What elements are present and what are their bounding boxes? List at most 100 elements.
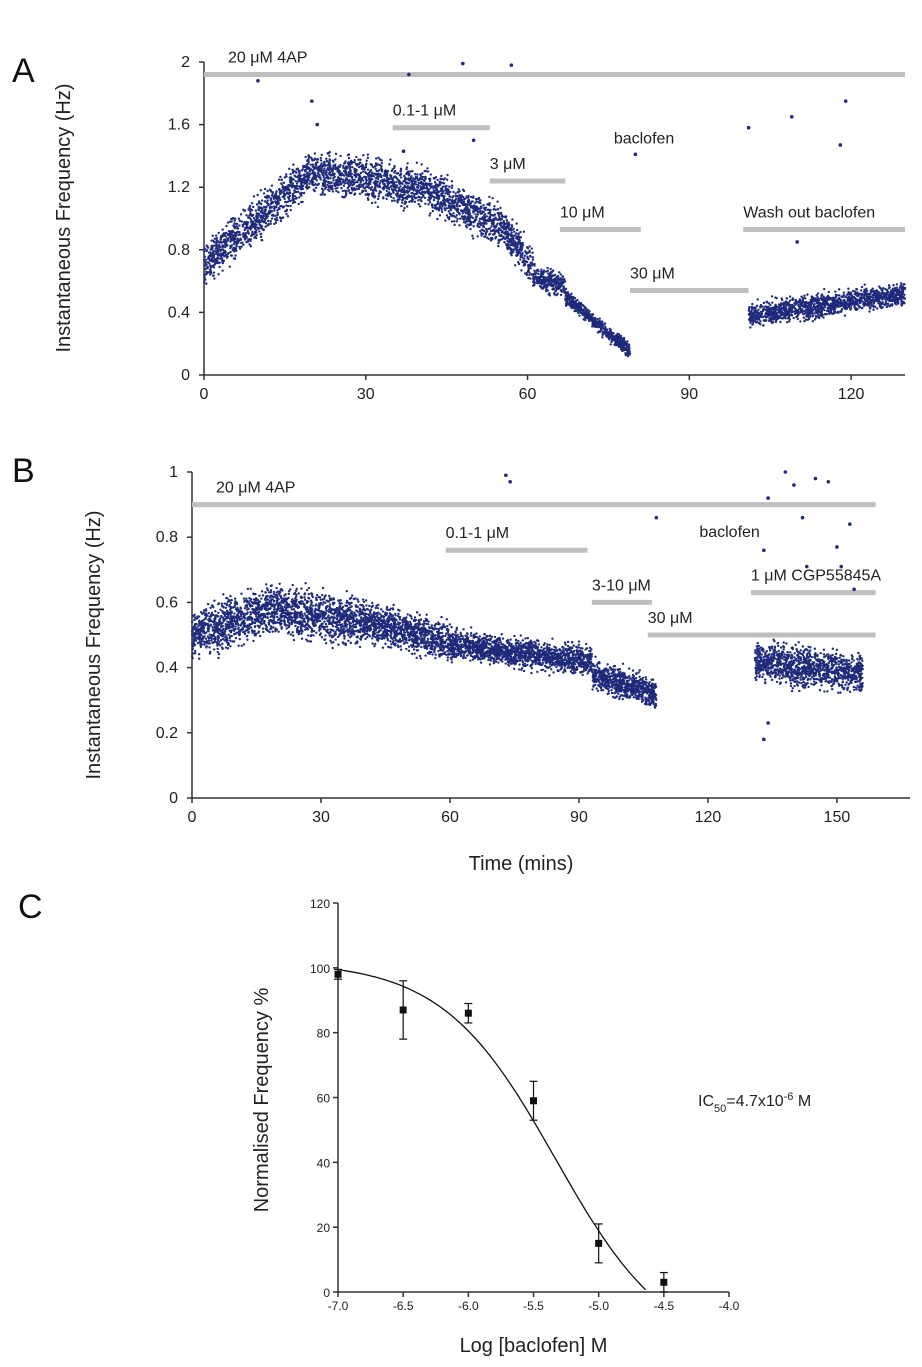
trace-point	[266, 189, 269, 193]
trace-point	[284, 200, 287, 204]
trace-point	[281, 195, 284, 199]
trace-point	[337, 183, 340, 186]
trace-point	[313, 152, 317, 155]
trace-point	[609, 343, 612, 346]
trace-point	[251, 205, 255, 209]
outlier-point	[789, 114, 794, 119]
trace-point	[852, 302, 855, 306]
trace-point	[219, 238, 223, 241]
trace-point	[450, 202, 454, 205]
trace-point	[235, 225, 239, 228]
trace-point	[205, 244, 208, 247]
trace-point	[478, 222, 482, 226]
trace-point	[531, 256, 535, 259]
trace-point	[458, 194, 461, 197]
trace-point	[267, 222, 271, 226]
trace-point	[423, 183, 426, 187]
trace-point	[771, 320, 775, 324]
trace-point	[586, 313, 590, 316]
trace-point	[274, 221, 278, 224]
trace-point	[564, 303, 568, 306]
trace-point	[237, 217, 241, 220]
trace-point	[364, 176, 368, 179]
trace-point	[303, 181, 306, 184]
trace-point	[847, 287, 850, 290]
trace-point	[402, 209, 405, 212]
trace-point	[462, 203, 465, 206]
trace-point	[815, 308, 819, 312]
trace-point	[863, 283, 866, 286]
trace-point	[283, 197, 286, 201]
trace-point	[399, 181, 402, 184]
trace-point	[415, 196, 418, 199]
trace-point	[849, 307, 853, 310]
trace-point	[350, 191, 353, 195]
trace-point	[346, 166, 349, 169]
trace-point	[218, 265, 221, 269]
trace-point	[393, 188, 397, 191]
trace-point	[359, 171, 363, 175]
trace-point	[784, 307, 787, 310]
trace-point	[289, 208, 292, 212]
trace-point	[331, 190, 335, 193]
trace-point	[410, 183, 413, 187]
trace-point	[814, 314, 818, 318]
trace-point	[263, 187, 267, 191]
trace-point	[880, 288, 883, 291]
trace-point	[213, 244, 217, 247]
trace-point	[531, 258, 535, 262]
trace-point	[370, 201, 374, 205]
trace-point	[540, 268, 543, 271]
trace-point	[376, 197, 380, 201]
trace-point	[259, 232, 262, 236]
trace-point	[872, 294, 875, 297]
trace-point	[392, 196, 395, 200]
x-tick-label: 120	[695, 809, 722, 826]
trace-point	[532, 276, 535, 280]
trace-point	[308, 182, 311, 185]
trace-point	[482, 222, 486, 225]
trace-point	[515, 222, 518, 225]
trace-point	[821, 307, 825, 310]
trace-point	[763, 314, 766, 318]
trace-point	[358, 175, 361, 179]
trace-point	[446, 173, 449, 177]
trace-point	[315, 179, 318, 182]
trace-point	[448, 215, 451, 219]
trace-point	[889, 293, 892, 296]
trace-point	[259, 210, 263, 213]
outlier-point	[315, 122, 320, 127]
trace-point	[301, 187, 305, 191]
trace-point	[315, 166, 319, 170]
trace-point	[604, 331, 607, 334]
trace-point	[279, 219, 283, 223]
trace-point	[426, 167, 429, 170]
trace-point	[816, 297, 820, 301]
trace-point	[459, 199, 462, 203]
trace-point	[347, 164, 350, 167]
trace-point	[851, 296, 854, 299]
trace-point	[466, 204, 469, 207]
trace-point	[255, 212, 259, 215]
trace-point	[536, 281, 539, 284]
trace-point	[516, 242, 520, 245]
trace-point	[799, 320, 802, 323]
trace-point	[504, 228, 507, 231]
trace-point	[895, 283, 899, 286]
trace-point	[260, 206, 263, 210]
trace-point	[369, 179, 372, 183]
trace-point	[373, 182, 377, 186]
trace-point	[532, 283, 536, 286]
trace-point	[420, 196, 423, 199]
trace-point	[296, 190, 300, 194]
trace-point	[771, 313, 775, 317]
trace-point	[222, 240, 225, 244]
trace-point	[467, 200, 470, 203]
trace-point	[518, 251, 521, 254]
trace-point	[300, 191, 304, 195]
trace-point	[267, 203, 270, 207]
trace-point	[395, 193, 399, 196]
trace-point	[348, 172, 351, 175]
trace-point	[245, 597, 248, 600]
outlier-point	[461, 61, 465, 66]
